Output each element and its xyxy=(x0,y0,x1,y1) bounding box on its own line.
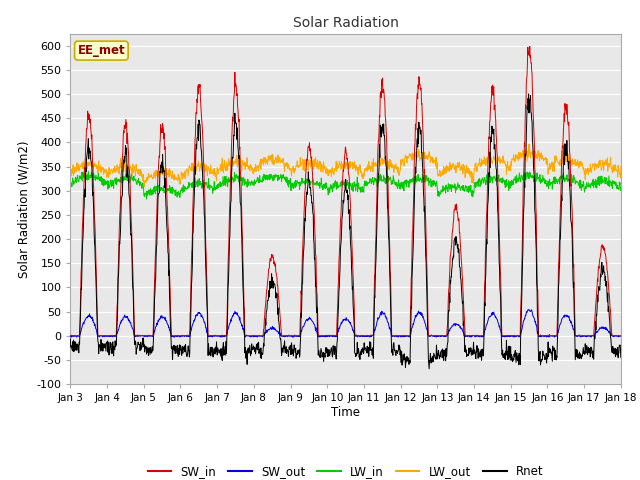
Title: Solar Radiation: Solar Radiation xyxy=(292,16,399,30)
X-axis label: Time: Time xyxy=(331,406,360,419)
Y-axis label: Solar Radiation (W/m2): Solar Radiation (W/m2) xyxy=(18,140,31,277)
Text: EE_met: EE_met xyxy=(77,44,125,57)
Legend: SW_in, SW_out, LW_in, LW_out, Rnet: SW_in, SW_out, LW_in, LW_out, Rnet xyxy=(143,461,548,480)
